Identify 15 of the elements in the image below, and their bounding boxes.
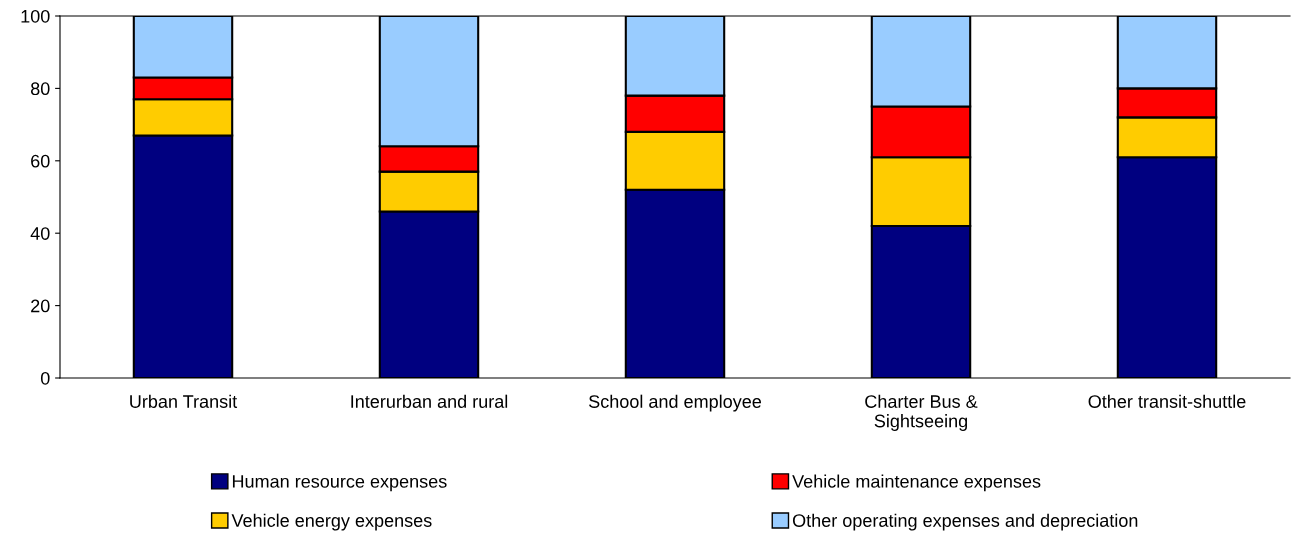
y-tick-label: 20: [31, 299, 50, 313]
legend-label: Human resource expenses: [232, 475, 447, 492]
x-tick-label: Interurban and rural: [351, 394, 508, 408]
y-tick-label: 60: [31, 154, 50, 168]
x-tick-label: Other transit-shuttle: [1088, 394, 1246, 408]
y-tick-label: 0: [40, 371, 50, 385]
x-tick-label: Charter Bus & Sightseeing: [865, 394, 978, 431]
x-tick-label: School and employee: [589, 394, 762, 412]
x-tick-label: Urban Transit: [130, 394, 238, 408]
legend-label: Vehicle energy expenses: [231, 513, 432, 531]
y-tick-label: 80: [30, 82, 50, 96]
y-tick-label: 100: [21, 9, 50, 23]
legend-label: Vehicle maintenance expenses: [792, 474, 1041, 492]
legend-label: Other operating expenses and depreciation: [792, 513, 1138, 531]
y-tick-label: 40: [30, 227, 50, 240]
